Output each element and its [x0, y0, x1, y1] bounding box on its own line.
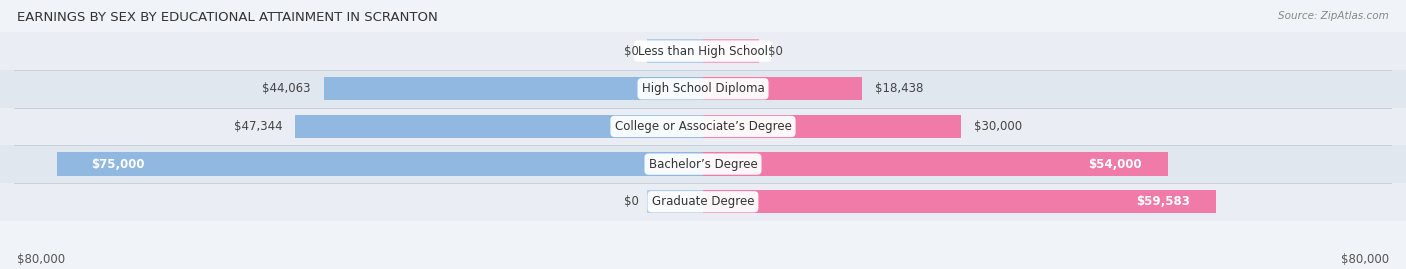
Text: $80,000: $80,000 — [1341, 253, 1389, 266]
Bar — [703, 40, 759, 63]
Text: $80,000: $80,000 — [17, 253, 65, 266]
Bar — [703, 115, 962, 138]
Text: Graduate Degree: Graduate Degree — [652, 195, 754, 208]
Bar — [0, 32, 1406, 70]
Text: Bachelor’s Degree: Bachelor’s Degree — [648, 158, 758, 171]
Bar — [295, 115, 703, 138]
Bar — [703, 153, 1168, 176]
Text: $75,000: $75,000 — [91, 158, 145, 171]
Bar — [647, 190, 703, 213]
Bar — [0, 145, 1406, 183]
Text: Source: ZipAtlas.com: Source: ZipAtlas.com — [1278, 11, 1389, 21]
Bar — [0, 70, 1406, 108]
Text: EARNINGS BY SEX BY EDUCATIONAL ATTAINMENT IN SCRANTON: EARNINGS BY SEX BY EDUCATIONAL ATTAINMEN… — [17, 11, 437, 24]
Bar — [58, 153, 703, 176]
Legend: Male, Female: Male, Female — [638, 264, 768, 269]
Bar — [323, 77, 703, 100]
Text: College or Associate’s Degree: College or Associate’s Degree — [614, 120, 792, 133]
Text: $18,438: $18,438 — [875, 82, 924, 95]
Bar — [647, 40, 703, 63]
Text: $47,344: $47,344 — [233, 120, 283, 133]
Text: $44,063: $44,063 — [262, 82, 311, 95]
Bar — [703, 190, 1216, 213]
Text: $0: $0 — [623, 195, 638, 208]
Text: $0: $0 — [623, 45, 638, 58]
Bar — [0, 183, 1406, 221]
Bar — [703, 77, 862, 100]
Text: $54,000: $54,000 — [1088, 158, 1142, 171]
Text: $59,583: $59,583 — [1136, 195, 1191, 208]
Bar — [0, 108, 1406, 145]
Text: High School Diploma: High School Diploma — [641, 82, 765, 95]
Text: $30,000: $30,000 — [974, 120, 1022, 133]
Text: $0: $0 — [768, 45, 783, 58]
Text: Less than High School: Less than High School — [638, 45, 768, 58]
